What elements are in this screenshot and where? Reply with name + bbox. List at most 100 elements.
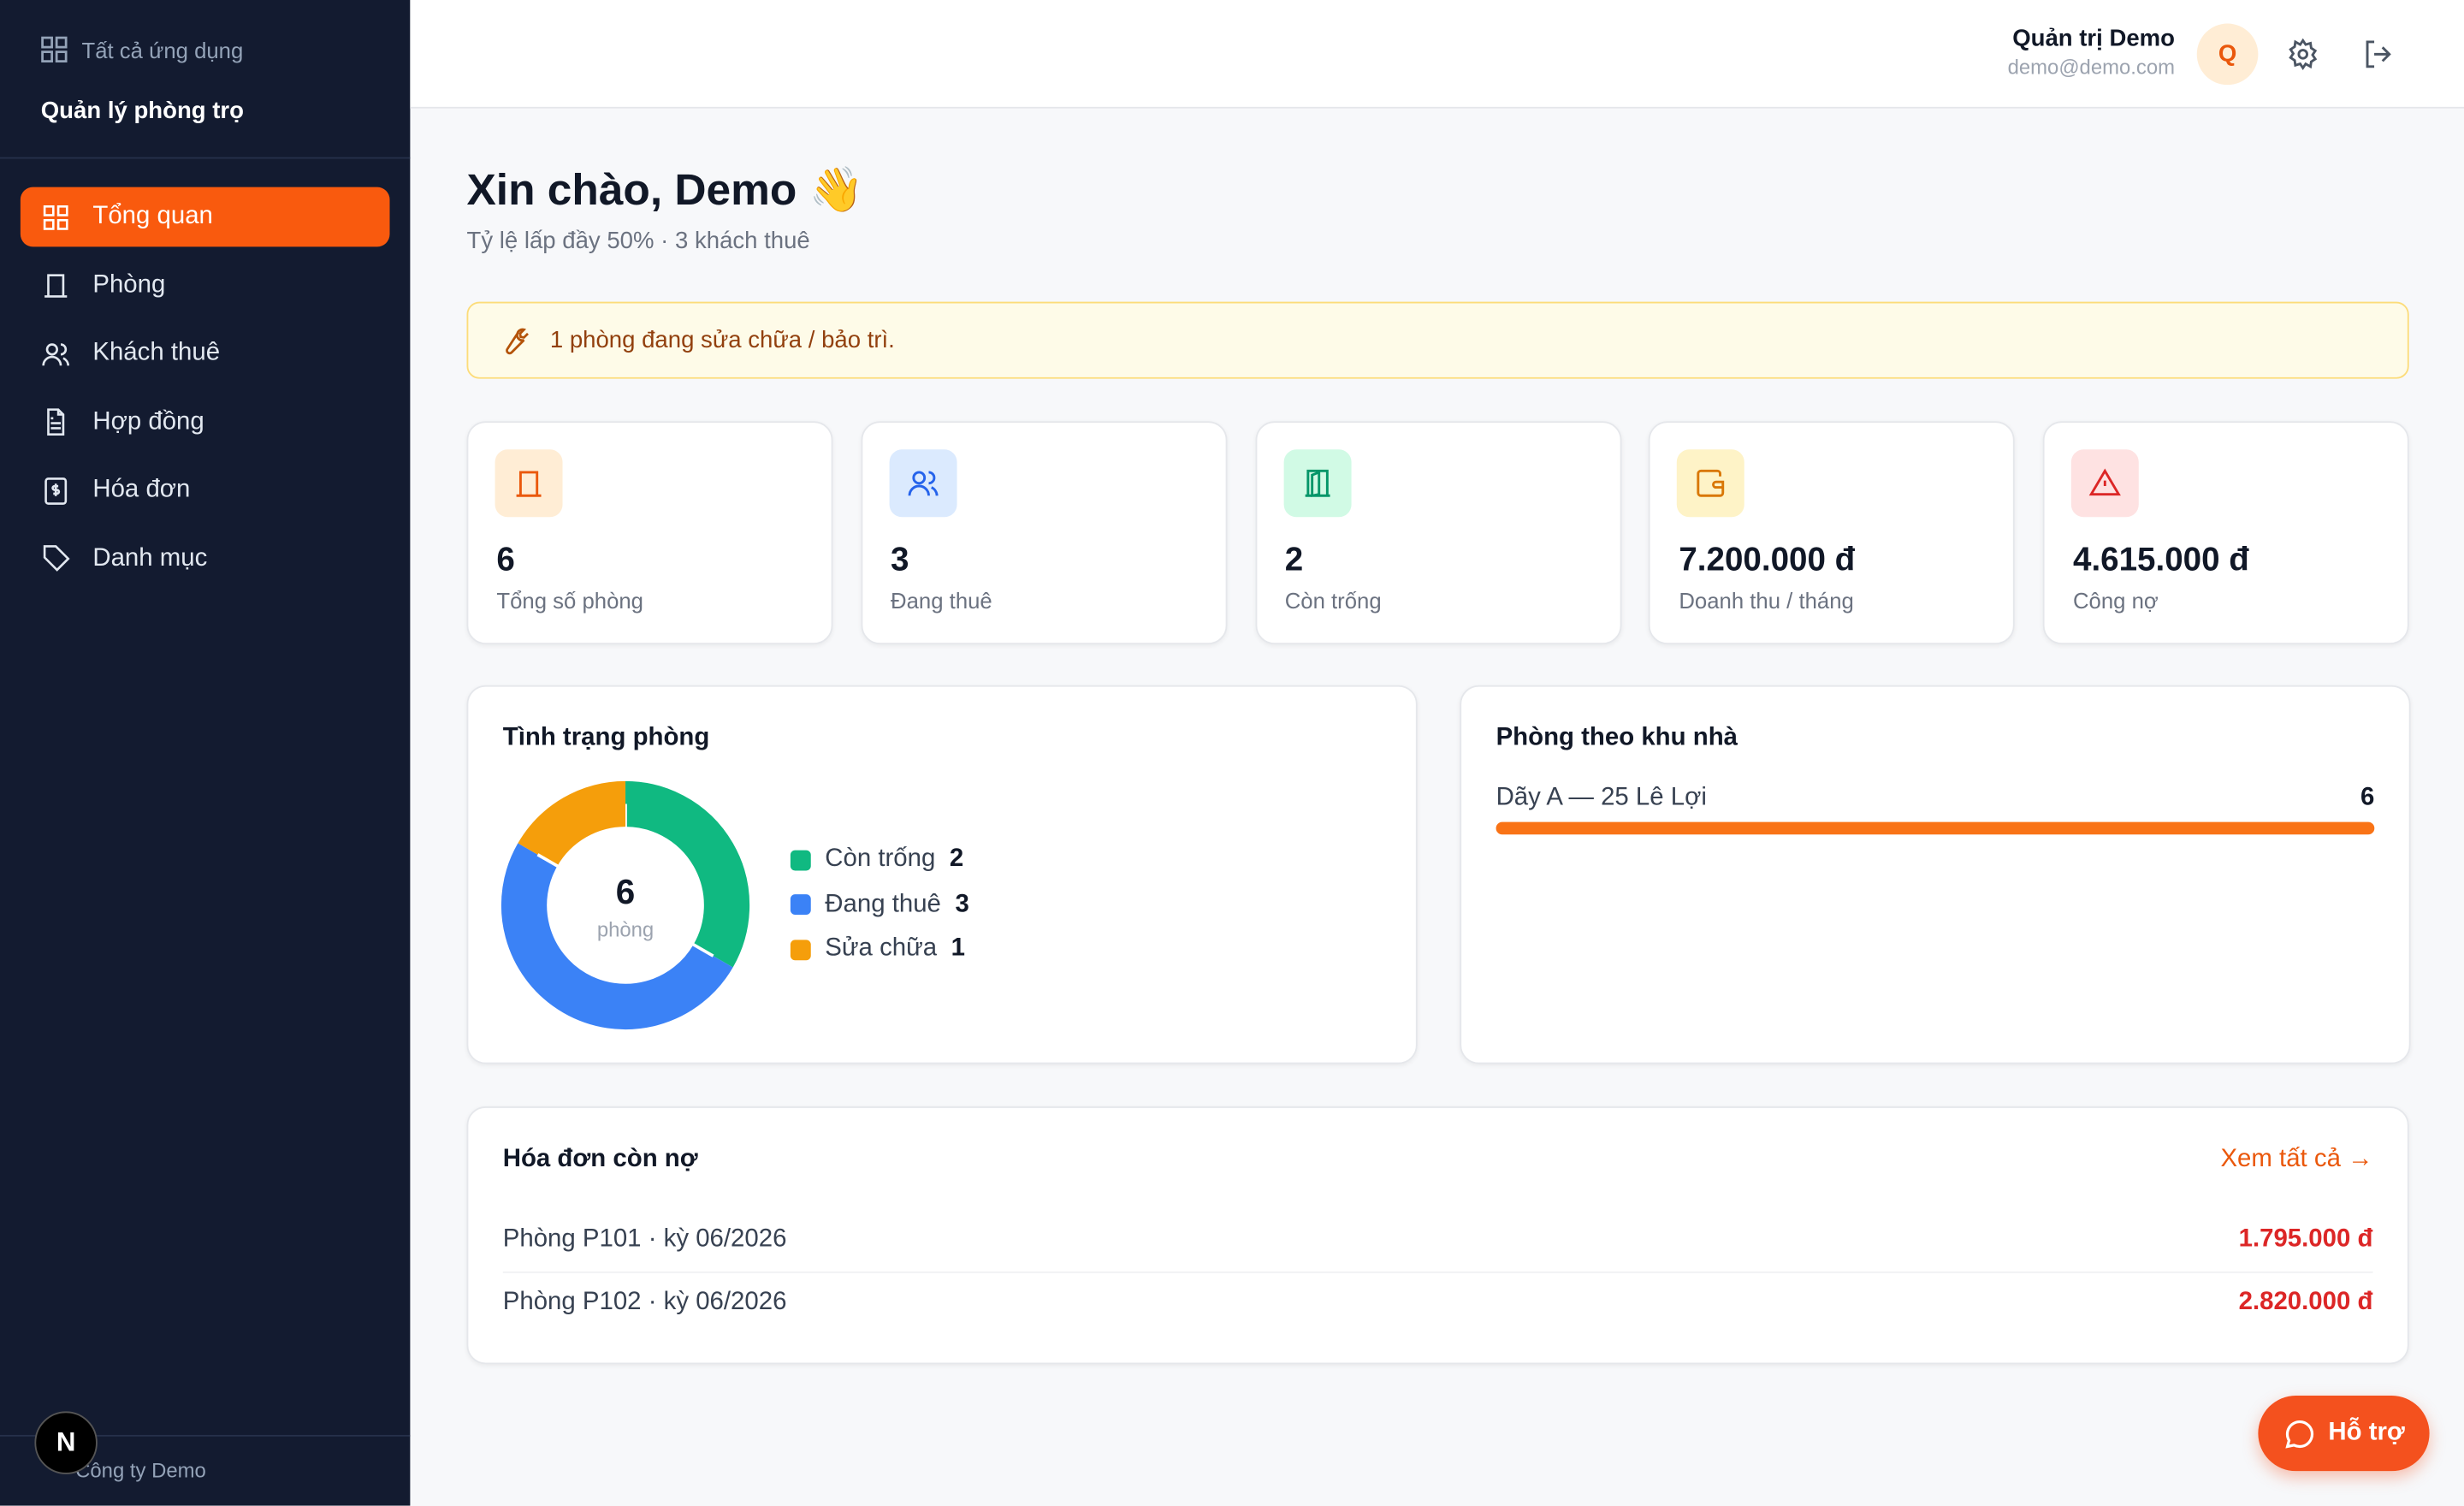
- divider: [0, 1434, 411, 1437]
- support-button[interactable]: Hỗ trợ: [2258, 1396, 2430, 1472]
- alert-text: 1 phòng đang sửa chữa / bảo trì.: [549, 327, 895, 354]
- nav-label: Khách thuê: [92, 339, 221, 366]
- nav-item[interactable]: Hóa đơn: [21, 460, 390, 520]
- donut-segment: [518, 780, 626, 867]
- donut-center-value: 6: [615, 872, 636, 912]
- stat-value: 4.615.000 đ: [2072, 542, 2249, 578]
- company-name: Công ty Demo: [75, 1458, 206, 1483]
- legend-swatch: [790, 849, 811, 870]
- bar-track: [1496, 821, 2375, 835]
- greeting-title: Xin chào, Demo 👋: [466, 164, 864, 214]
- invoice-room: Phòng P101 · kỳ 06/2026: [502, 1225, 787, 1253]
- stat-icon: [1282, 449, 1351, 518]
- user-info: Quản trị Demo demo@demo.com: [2008, 25, 2175, 78]
- all-apps-text: Tất cả ứng dụng: [81, 37, 244, 62]
- stat-value: 6: [496, 542, 515, 578]
- nav-icon: [42, 342, 70, 365]
- stat-icon: [2071, 449, 2140, 518]
- nav-label: Hợp đồng: [92, 407, 204, 435]
- chat-icon: [2284, 1420, 2313, 1448]
- stat-value: 7.200.000 đ: [1679, 542, 1856, 578]
- nav-icon: [43, 545, 70, 572]
- all-apps-link[interactable]: Tất cả ứng dụng: [41, 36, 244, 63]
- nav-label: Phòng: [92, 270, 166, 299]
- card-title: Tình trạng phòng: [502, 724, 710, 751]
- settings-button[interactable]: [2286, 38, 2319, 71]
- building-name: Dãy A — 25 Lê Lợi: [1496, 784, 1707, 811]
- donut-chart: [500, 780, 750, 1030]
- segment-gap: [536, 853, 626, 907]
- room-status-card: Tình trạng phòng 6 phòng Còn trống 2 Đan…: [466, 685, 1418, 1064]
- nav-label: Hóa đơn: [92, 476, 191, 503]
- invoice-room: Phòng P102 · kỳ 06/2026: [502, 1289, 787, 1316]
- segment-gap: [625, 904, 714, 958]
- legend-item: Sửa chữa 1: [790, 934, 966, 963]
- stat-label: Công nợ: [2072, 587, 2159, 614]
- stat-label: Còn trống: [1284, 587, 1382, 614]
- legend-swatch: [790, 939, 811, 960]
- legend-label: Sửa chữa: [825, 934, 938, 963]
- stat-label: Đang thuê: [891, 587, 992, 614]
- app-name: Quản lý phòng trọ: [40, 97, 244, 125]
- stat-value: 2: [1284, 542, 1304, 578]
- building-count: 6: [2360, 784, 2375, 811]
- legend-label: Đang thuê: [825, 890, 941, 917]
- stat-card: 4.615.000 đ Công nợ: [2043, 421, 2410, 645]
- invoice-amount: 1.795.000 đ: [2238, 1225, 2373, 1253]
- building-row: Dãy A — 25 Lê Lợi 6: [1496, 785, 2375, 835]
- building-labels: Dãy A — 25 Lê Lợi 6: [1496, 785, 2375, 813]
- stat-card: 7.200.000 đ Doanh thu / tháng: [1649, 421, 2016, 645]
- stat-card: 2 Còn trống: [1254, 421, 1621, 645]
- divider: [0, 157, 411, 159]
- view-all-link[interactable]: Xem tất cả →: [2220, 1145, 2373, 1173]
- nav-item[interactable]: Phòng: [21, 255, 390, 315]
- nav-icon: [43, 205, 68, 229]
- legend-swatch: [790, 894, 811, 915]
- user-email: demo@demo.com: [2007, 55, 2176, 79]
- stat-icon: [1677, 449, 1745, 518]
- stat-value: 3: [891, 542, 909, 578]
- card-title: Hóa đơn còn nợ: [502, 1145, 698, 1173]
- stat-icon: [495, 449, 563, 518]
- nav-icon: [44, 274, 68, 298]
- top-bar: Quản trị Demo demo@demo.com Q: [410, 0, 2464, 109]
- stat-icon: [889, 449, 957, 518]
- invoice-row[interactable]: Phòng P101 · kỳ 06/2026 1.795.000 đ: [502, 1208, 2373, 1273]
- invoice-row[interactable]: Phòng P102 · kỳ 06/2026 2.820.000 đ: [503, 1272, 2373, 1334]
- icon: [2089, 468, 2122, 496]
- stat-card: 3 Đang thuê: [861, 421, 1228, 645]
- icon: [908, 471, 939, 496]
- stat-label: Doanh thu / tháng: [1679, 587, 1854, 614]
- bar: [1496, 821, 2375, 835]
- sidebar: Tất cả ứng dụng Quản lý phòng trọ Tổng q…: [0, 0, 411, 1506]
- user-name: Quản trị Demo: [2012, 25, 2176, 52]
- card-title: Phòng theo khu nhà: [1496, 724, 1738, 751]
- nav-label: Tổng quan: [92, 202, 213, 230]
- donut-segment: [625, 780, 750, 968]
- legend-value: 3: [955, 890, 969, 917]
- icon: [1697, 469, 1725, 497]
- nav-item[interactable]: Tổng quan: [20, 187, 390, 247]
- logout-button[interactable]: [2362, 38, 2396, 71]
- stat-card: 6 Tổng số phòng: [466, 421, 833, 645]
- legend-value: 1: [951, 934, 966, 963]
- nav-item[interactable]: Hợp đồng: [21, 392, 390, 452]
- nav-icon: [44, 477, 68, 504]
- stat-label: Tổng số phòng: [496, 587, 643, 614]
- donut-center-label: phòng: [596, 917, 654, 942]
- nav-item[interactable]: Danh mục: [21, 529, 390, 589]
- legend-label: Còn trống: [825, 845, 936, 873]
- support-text: Hỗ trợ: [2328, 1419, 2405, 1446]
- legend-item: Còn trống 2: [790, 845, 964, 874]
- dev-badge[interactable]: N: [34, 1411, 98, 1474]
- nav-item[interactable]: Khách thuê: [21, 323, 390, 383]
- legend-value: 2: [949, 845, 964, 873]
- legend-item: Đang thuê 3: [790, 890, 969, 919]
- buildings-card: Phòng theo khu nhà Dãy A — 25 Lê Lợi 6: [1460, 685, 2411, 1064]
- user-avatar[interactable]: Q: [2196, 23, 2259, 86]
- nav-label: Danh mục: [92, 544, 208, 572]
- grid-icon: [41, 36, 68, 63]
